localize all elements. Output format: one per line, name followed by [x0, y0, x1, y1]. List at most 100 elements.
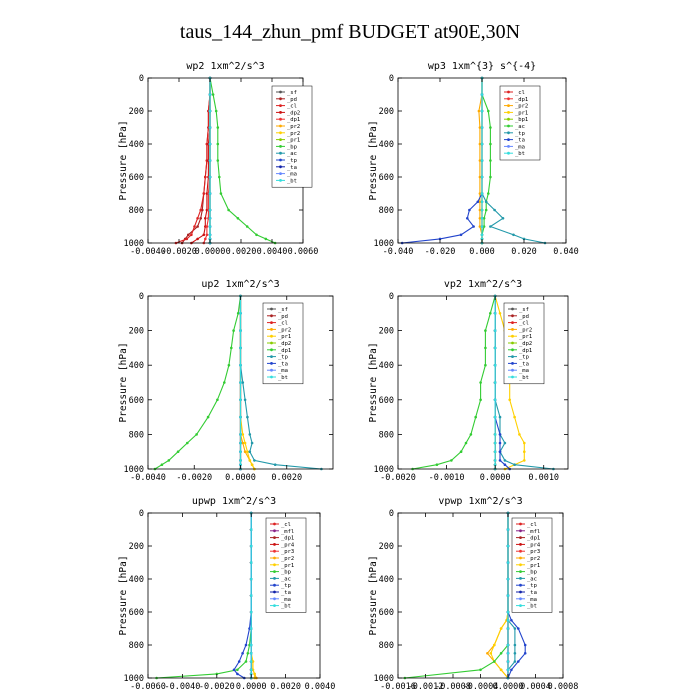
series-point: [489, 225, 492, 228]
series-bp: [208, 76, 277, 245]
series-point: [493, 346, 497, 350]
legend-marker: [507, 97, 510, 101]
panel-4: vp2 1xm^2/s^3 Pressure [hPa] -0.0020 -0.001…: [368, 279, 569, 483]
series-point: [241, 433, 245, 436]
series-point: [510, 619, 513, 622]
series-point: [246, 415, 249, 419]
series-point: [478, 142, 482, 146]
series-point: [501, 217, 505, 220]
series-point: [506, 627, 510, 630]
series-point: [253, 459, 256, 462]
series-point: [499, 668, 503, 672]
y-tick-label: 200: [129, 542, 144, 552]
legend-marker: [507, 90, 510, 94]
legend-label: _tp: [281, 583, 291, 589]
series-bt: [493, 294, 497, 471]
legend-label: _ma: [278, 368, 288, 374]
legend: _cl_mfl_dp1_pr4_pr3_pr2_pr1_bp_ac_tp_ta_…: [265, 517, 307, 613]
series-point: [480, 159, 484, 162]
legend-marker: [279, 111, 282, 114]
series-point: [506, 528, 510, 531]
series-point: [250, 441, 254, 445]
series-point: [479, 668, 482, 672]
legend-marker: [279, 151, 282, 155]
series-point: [239, 450, 242, 454]
legend-label: _dp2: [519, 341, 532, 347]
series-point: [167, 459, 171, 462]
series-point: [239, 329, 242, 332]
legend-marker: [279, 138, 282, 142]
y-tick-label: 600: [129, 608, 144, 618]
legend: _sf_pd_cl_dp2_dp1_pr2_pr2_pr1_bp_ac_tp_t…: [271, 85, 313, 188]
legend-marker: [270, 341, 273, 345]
legend-label: _pr2: [287, 124, 300, 130]
y-tick-label: 800: [379, 206, 394, 216]
y-tick-label: 1000: [374, 239, 394, 249]
series-point: [472, 225, 475, 228]
series-dp1: [153, 294, 242, 471]
series-point: [208, 142, 212, 146]
x-tick-label: -0.020: [425, 247, 456, 257]
series-point: [506, 619, 510, 622]
legend-marker: [279, 145, 282, 148]
series-point: [239, 381, 242, 384]
legend-label: _tp: [515, 131, 525, 137]
series-pr2: [486, 511, 510, 680]
legend-label: _pd: [519, 314, 529, 320]
y-tick-label: 1000: [374, 465, 394, 475]
series-point: [493, 660, 496, 663]
series-point: [513, 660, 517, 663]
series-point: [506, 660, 510, 663]
series-point: [493, 433, 497, 436]
legend-label: _dp2: [278, 341, 291, 347]
legend-label: _cl: [281, 522, 291, 528]
series-point: [249, 660, 253, 663]
series-point: [249, 652, 253, 655]
series-point: [246, 652, 250, 655]
series-point: [208, 175, 212, 179]
legend-marker: [270, 375, 273, 379]
series-point: [506, 652, 510, 655]
legend-label: _pr1: [281, 563, 294, 569]
y-tick-label: 200: [379, 327, 394, 337]
x-tick-label: -0.0060: [130, 682, 166, 692]
legend-marker: [279, 172, 282, 176]
series-point: [208, 159, 212, 162]
legend-label: _pr2: [527, 556, 540, 562]
legend-marker: [511, 375, 514, 379]
series-point: [480, 126, 484, 129]
y-tick-label: 0: [139, 509, 144, 519]
y-tick-label: 800: [379, 430, 394, 440]
legend-label: _pr3: [281, 549, 294, 555]
series-point: [450, 459, 453, 462]
series-point: [489, 652, 493, 655]
panel-2: wp3 1xm^{3} s^{-4} Pressure [hPa] -0.040 -0…: [368, 61, 579, 257]
series-point: [513, 463, 516, 467]
y-tick-label: 0: [139, 292, 144, 302]
series-point: [523, 441, 526, 445]
legend-label: _pr2: [515, 104, 528, 110]
series-point: [506, 610, 510, 614]
legend-marker: [519, 536, 522, 539]
series-point: [482, 217, 486, 220]
x-tick-label: -0.0020: [176, 473, 212, 483]
legend-marker: [279, 179, 282, 182]
series-point: [208, 208, 212, 212]
legend-label: _ac: [527, 576, 537, 582]
y-tick-label: 400: [129, 140, 144, 150]
legend: _cl_mfl_dp1_pr4_pr3_pr2_pr1_bp_ac_tp_ta_…: [511, 517, 553, 613]
series-ta: [400, 76, 484, 245]
series-point: [227, 208, 230, 212]
legend-marker: [273, 536, 276, 539]
x-tick-label: 0.0040: [257, 247, 288, 257]
legend-marker: [273, 543, 276, 546]
series-point: [196, 225, 199, 228]
series-point: [489, 142, 492, 146]
series-bt: [249, 511, 253, 680]
legend-marker: [270, 355, 273, 358]
y-tick-label: 1000: [374, 674, 394, 684]
series-point: [241, 441, 245, 445]
legend-label: _tp: [519, 355, 529, 361]
series-point: [478, 192, 482, 195]
